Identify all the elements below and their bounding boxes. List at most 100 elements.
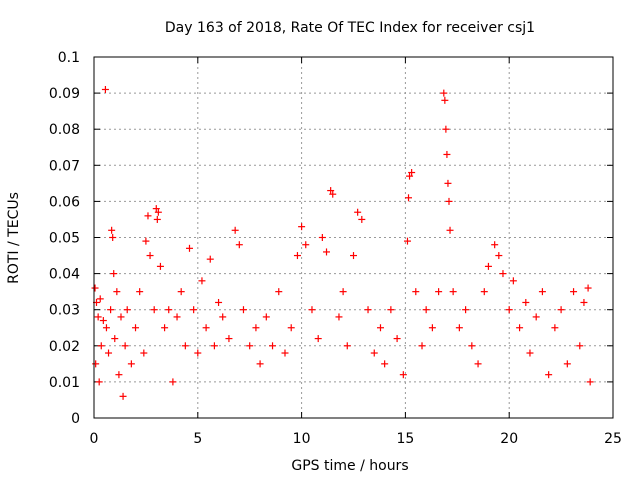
y-axis-title: ROTI / TECUs (6, 192, 22, 284)
scatter-point-marker (117, 313, 125, 321)
scatter-point-marker (96, 295, 104, 303)
scatter-point-marker (206, 255, 214, 263)
scatter-point-marker (140, 349, 148, 357)
scatter-point-marker (127, 360, 135, 368)
scatter-point-marker (551, 324, 559, 332)
point-layer (91, 85, 594, 400)
chart-title: Day 163 of 2018, Rate Of TEC Index for r… (165, 20, 535, 36)
scatter-point-marker (381, 360, 389, 368)
scatter-point-marker (105, 349, 113, 357)
scatter-point-marker (399, 371, 407, 379)
scatter-point-marker (354, 208, 362, 216)
scatter-point-marker (343, 342, 351, 350)
scatter-point-marker (499, 270, 507, 278)
scatter-point-marker (405, 194, 413, 202)
y-tick-label: 0 (71, 411, 80, 427)
scatter-point-marker (235, 241, 243, 249)
scatter-point-marker (441, 96, 449, 104)
scatter-point-marker (532, 313, 540, 321)
scatter-point-marker (412, 288, 420, 296)
scatter-point-marker (152, 205, 160, 213)
scatter-point-marker (269, 342, 277, 350)
y-tick-label: 0.1 (58, 50, 80, 66)
scatter-point-marker (428, 324, 436, 332)
scatter-point-marker (252, 324, 260, 332)
scatter-point-marker (308, 306, 316, 314)
scatter-point-marker (119, 392, 127, 400)
scatter-point-marker (115, 371, 123, 379)
scatter-point-marker (177, 288, 185, 296)
scatter-point-marker (440, 89, 448, 97)
scatter-point-marker (231, 226, 239, 234)
scatter-point-marker (393, 335, 401, 343)
scatter-point-marker (107, 306, 115, 314)
scatter-point-marker (468, 342, 476, 350)
y-tick-label: 0.03 (49, 303, 80, 319)
scatter-point-marker (169, 378, 177, 386)
scatter-point-marker (335, 313, 343, 321)
y-tick-label: 0.05 (49, 231, 80, 247)
scatter-point-marker (275, 288, 283, 296)
y-tick-label: 0.02 (49, 339, 80, 355)
scatter-point-marker (262, 313, 270, 321)
scatter-point-marker (101, 85, 109, 93)
scatter-point-marker (97, 342, 105, 350)
scatter-point-marker (113, 288, 121, 296)
x-tick-label: 25 (604, 431, 622, 447)
y-tick-label: 0.08 (49, 122, 80, 138)
grid-layer (94, 57, 613, 418)
x-tick-label: 15 (396, 431, 414, 447)
scatter-point-marker (91, 284, 99, 292)
scatter-point-marker (173, 313, 181, 321)
scatter-point-marker (281, 349, 289, 357)
scatter-point-marker (287, 324, 295, 332)
scatter-point-marker (480, 288, 488, 296)
scatter-point-marker (350, 252, 357, 260)
x-tick-label: 5 (193, 431, 202, 447)
scatter-point-marker (181, 342, 189, 350)
scatter-point-marker (580, 298, 588, 306)
scatter-point-marker (154, 208, 162, 216)
scatter-point-marker (505, 306, 513, 314)
y-tick-label: 0.07 (49, 158, 80, 174)
scatter-point-marker (444, 179, 452, 187)
scatter-point-marker (418, 342, 426, 350)
scatter-point-marker (102, 324, 110, 332)
scatter-point-marker (92, 360, 100, 368)
scatter-point-marker (136, 288, 144, 296)
scatter-point-marker (108, 226, 116, 234)
scatter-point-marker (190, 306, 198, 314)
plot-frame (93, 56, 614, 419)
scatter-point-marker (422, 306, 430, 314)
scatter-point-marker (570, 288, 578, 296)
scatter-point-marker (153, 215, 161, 223)
scatter-point-marker (538, 288, 546, 296)
scatter-point-marker (94, 313, 102, 321)
scatter-point-marker (446, 226, 454, 234)
scatter-point-marker (202, 324, 210, 332)
x-tick-label: 0 (90, 431, 99, 447)
scatter-point-marker (403, 237, 411, 245)
scatter-point-marker (584, 284, 592, 292)
scatter-point-marker (370, 349, 378, 357)
scatter-point-marker (387, 306, 395, 314)
scatter-point-marker (376, 324, 384, 332)
scatter-point-marker (161, 324, 169, 332)
scatter-point-marker (225, 335, 233, 343)
scatter-point-marker (198, 277, 206, 285)
scatter-point-marker (495, 252, 503, 260)
scatter-point-marker (302, 241, 310, 249)
scatter-point-marker (545, 371, 553, 379)
x-tick-label: 10 (293, 431, 311, 447)
scatter-point-marker (314, 335, 322, 343)
scatter-point-marker (144, 212, 152, 220)
scatter-point-marker (364, 306, 372, 314)
y-tick-label: 0.09 (49, 86, 80, 102)
scatter-point-marker (95, 378, 103, 386)
scatter-point-marker (185, 244, 193, 252)
scatter-point-marker (323, 248, 331, 256)
scatter-point-marker (462, 306, 470, 314)
scatter-point-marker (142, 237, 150, 245)
